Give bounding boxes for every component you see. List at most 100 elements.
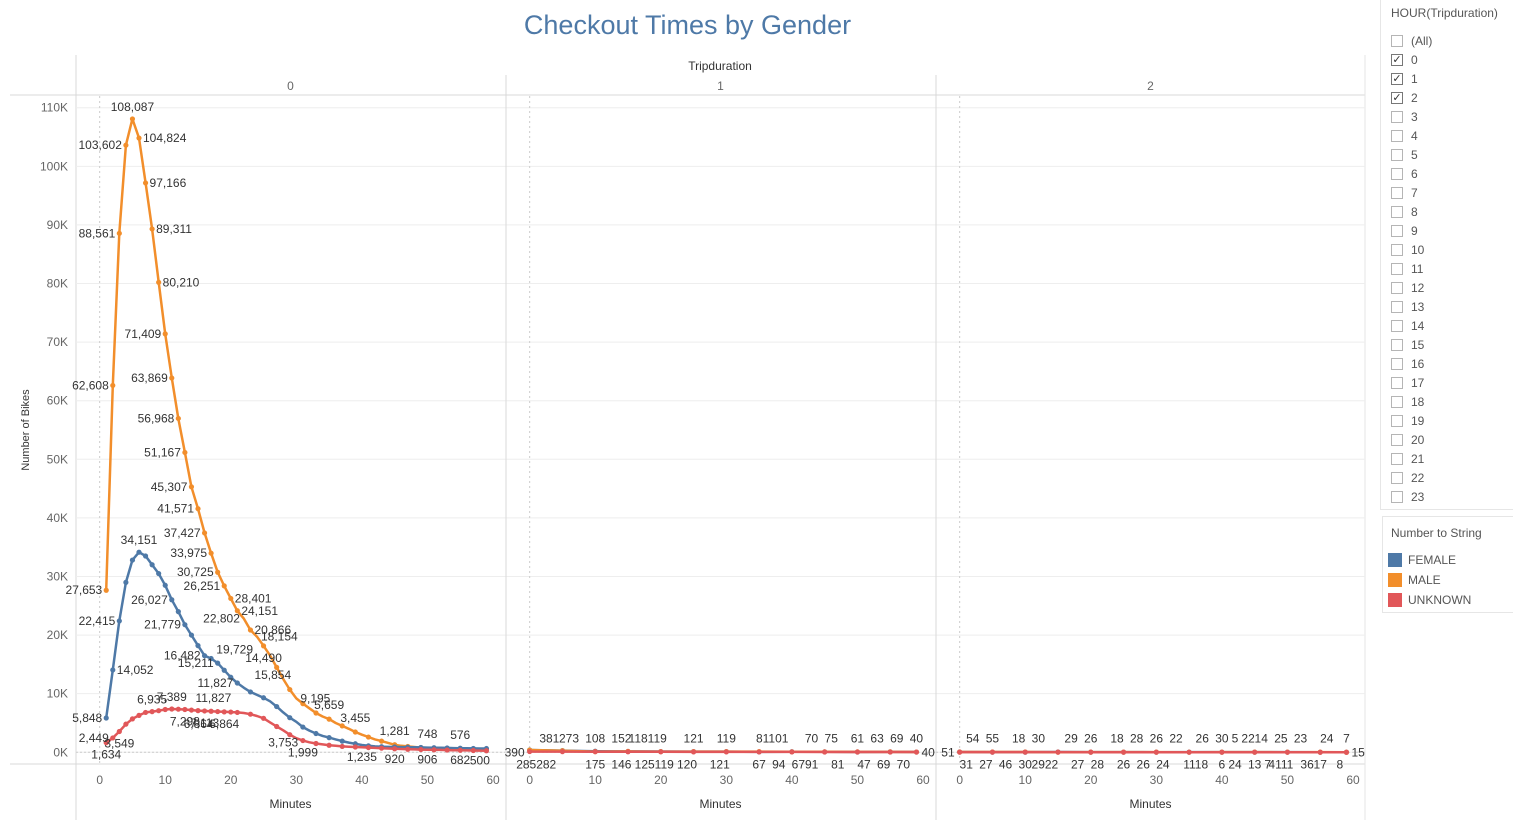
filter-checkbox[interactable]: ✓ <box>1391 72 1403 85</box>
filter-item-17[interactable]: 17 <box>1391 373 1432 392</box>
data-label-male: 9,195 <box>300 691 330 705</box>
filter-checkbox[interactable] <box>1391 205 1403 218</box>
filter-checkbox[interactable] <box>1391 129 1403 142</box>
filter-item-11[interactable]: 11 <box>1391 259 1432 278</box>
filter-checkbox[interactable] <box>1391 414 1403 427</box>
filter-item-12[interactable]: 12 <box>1391 278 1432 297</box>
data-point-female <box>175 609 181 615</box>
data-label-female: 11,827 <box>198 676 234 690</box>
data-point-female <box>195 643 201 649</box>
filter-item-9[interactable]: 9 <box>1391 221 1432 240</box>
filter-item-14[interactable]: 14 <box>1391 316 1432 335</box>
filter-item-13[interactable]: 13 <box>1391 297 1432 316</box>
data-label-top: 30 <box>1032 731 1046 745</box>
filter-item-5[interactable]: 5 <box>1391 145 1432 164</box>
filter-checkbox[interactable] <box>1391 319 1403 332</box>
data-label-male: 41,571 <box>157 502 194 516</box>
filter-checkbox[interactable] <box>1391 490 1403 503</box>
data-point-unknown <box>723 749 729 755</box>
data-point-unknown <box>123 721 129 727</box>
data-point-unknown <box>854 749 861 755</box>
filter-item-20[interactable]: 20 <box>1391 430 1432 449</box>
filter-checkbox[interactable] <box>1391 376 1403 389</box>
filter-checkbox[interactable] <box>1391 281 1403 294</box>
data-label-top: 26 <box>1196 731 1210 745</box>
data-point-female <box>136 549 142 555</box>
filter-item-label: 14 <box>1411 318 1425 333</box>
filter-checkbox[interactable] <box>1391 34 1403 47</box>
legend-item-female[interactable]: FEMALE <box>1388 550 1471 570</box>
data-label-top: 25 <box>1274 731 1288 745</box>
data-point-unknown <box>1343 749 1350 755</box>
x-tick-label: 60 <box>916 773 930 787</box>
filter-item-19[interactable]: 19 <box>1391 411 1432 430</box>
filter-item-8[interactable]: 8 <box>1391 202 1432 221</box>
filter-checkbox[interactable] <box>1391 186 1403 199</box>
data-label-bottom: 81 <box>831 757 845 771</box>
data-label-bottom: 30 <box>1019 757 1033 771</box>
filter-checkbox[interactable] <box>1391 167 1403 180</box>
filter-checkbox[interactable]: ✓ <box>1391 53 1403 66</box>
filter-checkbox[interactable] <box>1391 395 1403 408</box>
filter-item-23[interactable]: 23 <box>1391 487 1432 506</box>
filter-item-0[interactable]: ✓ 0 <box>1391 50 1432 69</box>
data-label-male: 14,490 <box>245 651 282 665</box>
data-point-unknown <box>234 709 240 716</box>
filter-item-1[interactable]: ✓ 1 <box>1391 69 1432 88</box>
filter-item-2[interactable]: ✓ 2 <box>1391 88 1432 107</box>
filter-item-22[interactable]: 22 <box>1391 468 1432 487</box>
legend-item-unknown[interactable]: UNKNOWN <box>1388 590 1471 610</box>
data-point-unknown <box>989 749 996 755</box>
filter-item-7[interactable]: 7 <box>1391 183 1432 202</box>
data-label-top: 54 <box>966 731 980 745</box>
data-label-bottom: 121 <box>710 757 730 771</box>
filter-item-label: 5 <box>1411 147 1418 162</box>
filter-checkbox[interactable] <box>1391 452 1403 465</box>
x-tick-label: 40 <box>355 773 369 787</box>
data-point-female <box>149 562 155 568</box>
filter-checkbox[interactable] <box>1391 148 1403 161</box>
filter-item-16[interactable]: 16 <box>1391 354 1432 373</box>
data-label-top: 81101 <box>756 731 789 745</box>
x-tick-label: 20 <box>224 773 238 787</box>
legend-item-male[interactable]: MALE <box>1388 570 1471 590</box>
filter-item-6[interactable]: 6 <box>1391 164 1432 183</box>
filter-item-15[interactable]: 15 <box>1391 335 1432 354</box>
data-label-unknown: 3,549 <box>104 736 134 750</box>
filter-checkbox[interactable] <box>1391 300 1403 313</box>
data-label-top: 55 <box>986 731 1000 745</box>
filter-checkbox[interactable] <box>1391 338 1403 351</box>
filter-checkbox[interactable]: ✓ <box>1391 91 1403 104</box>
data-point-male <box>103 587 109 593</box>
data-label-top: 108 <box>585 731 605 745</box>
x-tick-label: 40 <box>785 773 799 787</box>
data-point-male <box>149 226 155 232</box>
panel-header: 2 <box>1147 79 1154 93</box>
filter-item-4[interactable]: 4 <box>1391 126 1432 145</box>
data-point-unknown <box>313 740 319 747</box>
data-label-unknown: 7,298 <box>170 715 200 729</box>
filter-checkbox[interactable] <box>1391 262 1403 275</box>
filter-checkbox[interactable] <box>1391 224 1403 237</box>
filter-checkbox[interactable] <box>1391 110 1403 123</box>
data-point-unknown <box>116 728 122 735</box>
data-point-unknown <box>457 747 463 753</box>
data-point-unknown <box>444 747 450 753</box>
filter-item-21[interactable]: 21 <box>1391 449 1432 468</box>
data-label-female: 14,052 <box>117 663 154 677</box>
filter-item-all[interactable]: (All) <box>1391 31 1432 50</box>
filter-item-10[interactable]: 10 <box>1391 240 1432 259</box>
data-label-bottom: 4111 <box>1268 757 1293 771</box>
filter-checkbox[interactable] <box>1391 357 1403 370</box>
filter-checkbox[interactable] <box>1391 433 1403 446</box>
data-label-top: 75 <box>825 731 839 745</box>
filter-item-3[interactable]: 3 <box>1391 107 1432 126</box>
data-label-bottom: 67 <box>752 757 766 771</box>
filter-item-18[interactable]: 18 <box>1391 392 1432 411</box>
y-tick-label: 50K <box>47 452 68 466</box>
data-point-male <box>352 729 358 735</box>
data-point-female <box>103 715 109 721</box>
filter-checkbox[interactable] <box>1391 243 1403 256</box>
filter-checkbox[interactable] <box>1391 471 1403 484</box>
data-point-unknown <box>339 743 345 750</box>
